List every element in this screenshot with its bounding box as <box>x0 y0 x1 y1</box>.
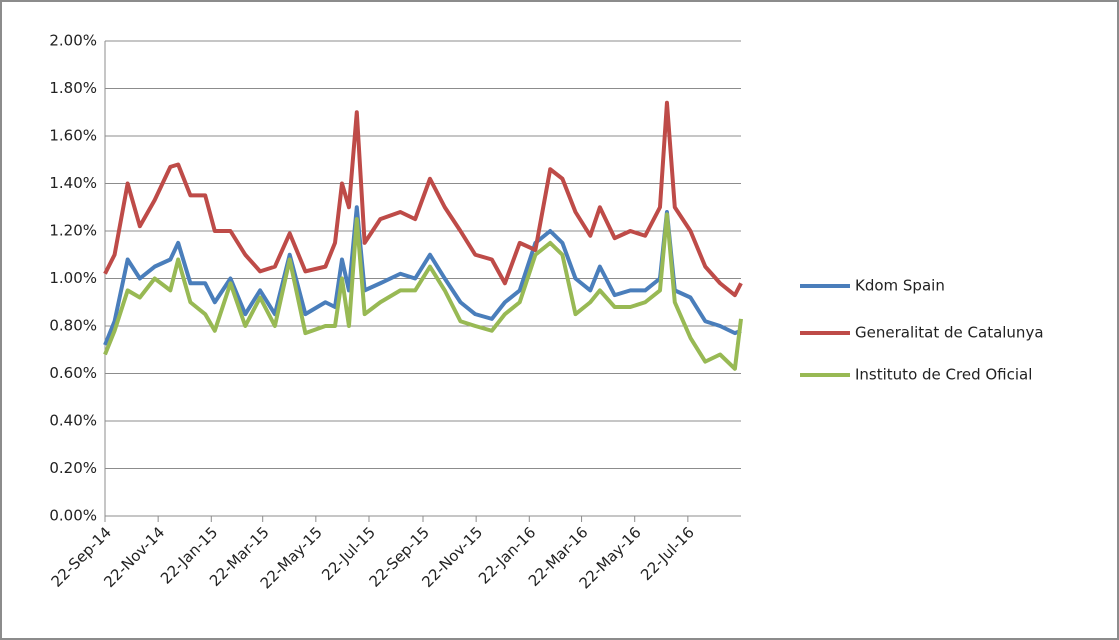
y-tick-label: 1.00% <box>49 269 97 287</box>
series-line <box>103 100 743 298</box>
y-tick-label: 0.20% <box>49 459 97 477</box>
legend-label: Generalitat de Catalunya <box>855 324 1044 342</box>
legend-label: Kdom Spain <box>855 277 945 295</box>
y-tick-label: 1.80% <box>49 79 97 97</box>
series-line <box>103 212 743 371</box>
y-tick-label: 0.00% <box>49 507 97 525</box>
series-line <box>103 205 742 346</box>
y-tick-label: 1.40% <box>49 174 97 192</box>
y-tick-label: 0.40% <box>49 412 97 430</box>
y-tick-label: 1.20% <box>49 222 97 240</box>
y-tick-label: 1.60% <box>49 127 97 145</box>
y-tick-label: 0.60% <box>49 364 97 382</box>
y-tick-label: 0.80% <box>49 317 97 335</box>
y-tick-label: 2.00% <box>49 32 97 50</box>
legend-label: Instituto de Cred Oficial <box>855 366 1032 384</box>
